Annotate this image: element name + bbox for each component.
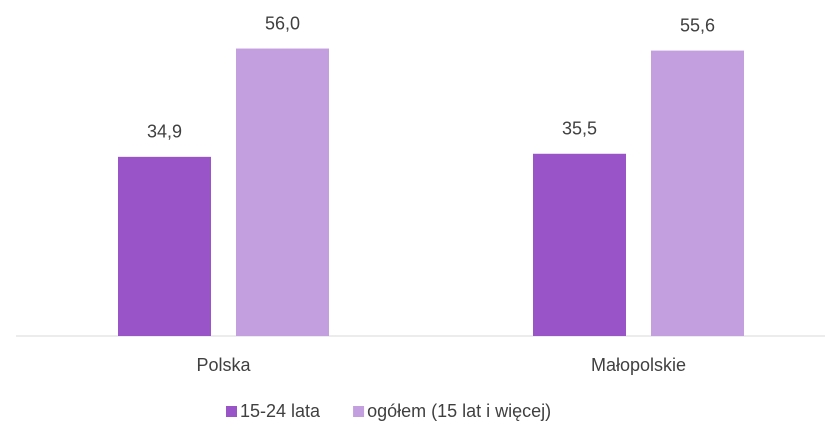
legend-label: 15-24 lata <box>240 401 321 421</box>
data-label: 56,0 <box>265 13 300 33</box>
bar <box>236 48 329 337</box>
x-tick-label: Polska <box>196 355 251 375</box>
bar <box>118 156 211 336</box>
data-label: 55,6 <box>680 15 715 35</box>
data-label: 34,9 <box>147 122 182 142</box>
bar <box>533 153 626 336</box>
legend-swatch <box>226 406 237 417</box>
bar <box>651 50 744 336</box>
x-tick-label: Małopolskie <box>591 355 686 375</box>
legend-label: ogółem (15 lat i więcej) <box>367 401 551 421</box>
data-label: 35,5 <box>562 119 597 139</box>
legend-swatch <box>353 406 365 417</box>
